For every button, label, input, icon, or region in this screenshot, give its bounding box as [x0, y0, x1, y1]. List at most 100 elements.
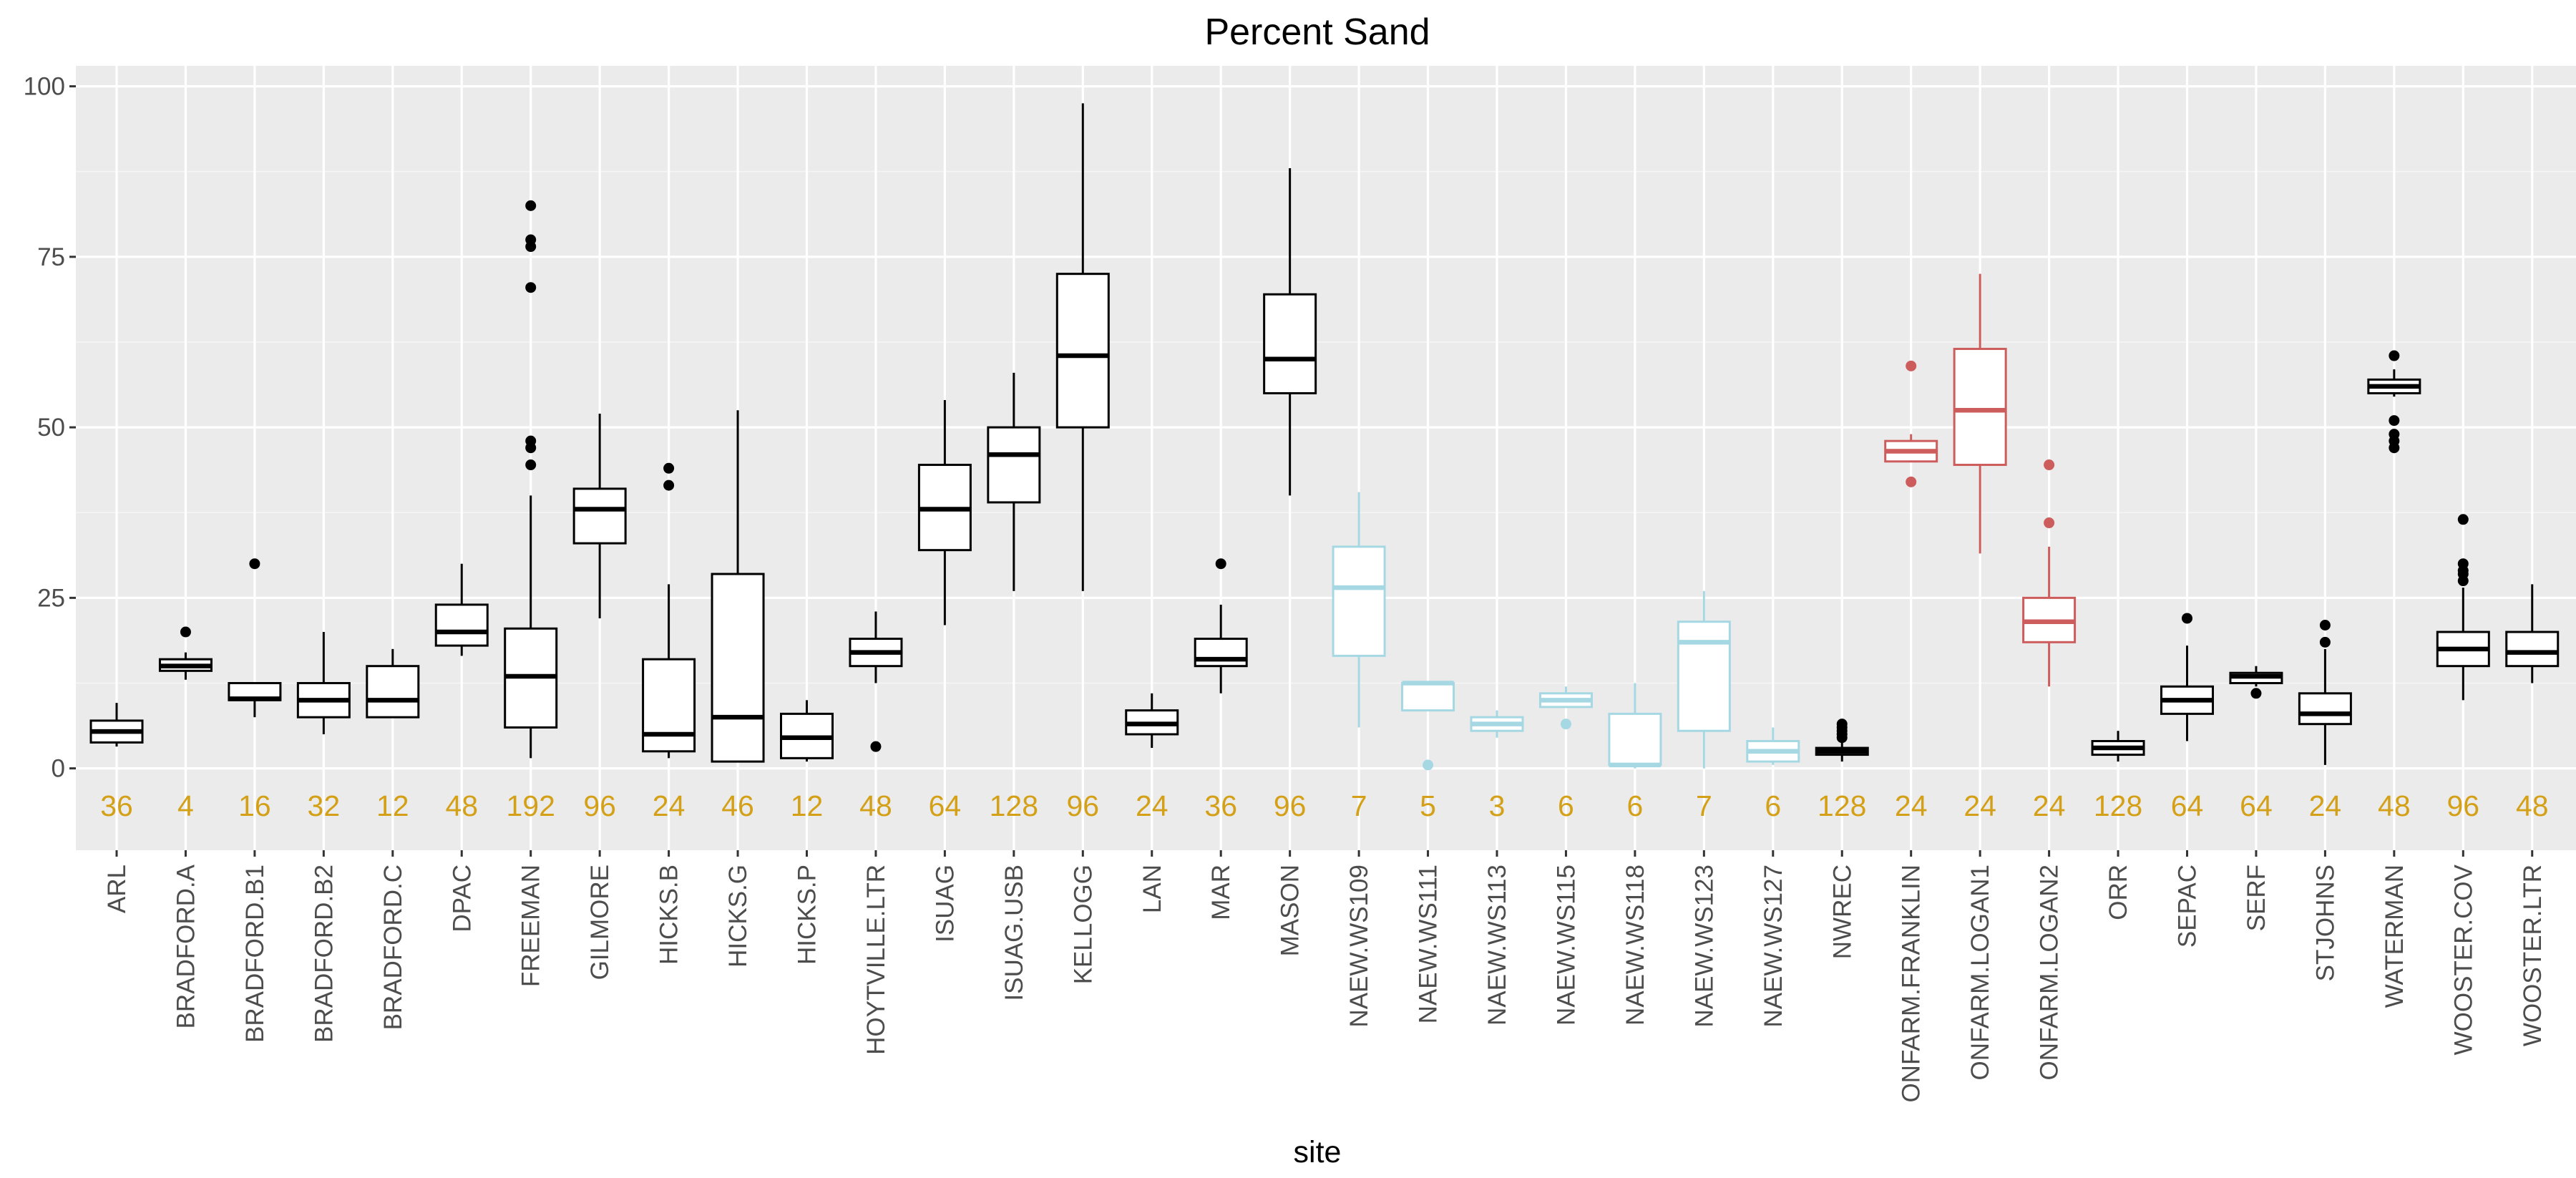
- box-isuag: [917, 399, 972, 625]
- box-iqr: [1263, 293, 1317, 394]
- x-tick-label: WOOSTER.COV: [2449, 864, 2477, 1055]
- count-label: 4: [177, 789, 194, 822]
- box-serf: [2229, 666, 2283, 699]
- x-tick-label: NAEW.WS123: [1690, 865, 1718, 1028]
- box-lan: [1125, 693, 1179, 749]
- outlier-point: [2389, 429, 2400, 440]
- x-tick-label: KELLOGG: [1069, 865, 1097, 984]
- x-tick-label: WATERMAN: [2381, 865, 2409, 1008]
- outlier-point: [2182, 613, 2192, 624]
- count-label: 16: [238, 789, 271, 822]
- x-tick-label: ONFARM.LOGAN1: [1966, 865, 1994, 1080]
- count-label: 12: [376, 789, 409, 822]
- y-tick-label: 25: [37, 584, 65, 612]
- box-series: [89, 103, 2560, 771]
- x-tick-label: NAEW.WS127: [1760, 865, 1787, 1028]
- count-label: 48: [445, 789, 478, 822]
- count-label: 128: [2094, 789, 2142, 822]
- outlier-point: [2389, 415, 2400, 427]
- count-label: 36: [1204, 789, 1237, 822]
- count-label: 24: [1963, 789, 1996, 822]
- outlier-point: [2457, 558, 2469, 570]
- count-label: 12: [791, 789, 824, 822]
- box-hoytville-ltr: [849, 611, 903, 752]
- y-tick-label: 75: [37, 243, 65, 271]
- y-tick-label: 0: [52, 755, 65, 783]
- box-iqr: [642, 658, 696, 753]
- x-tick-label: BRADFORD.C: [379, 865, 407, 1030]
- count-label: 24: [1895, 789, 1928, 822]
- x-tick-label: NAEW.WS109: [1345, 865, 1373, 1028]
- x-tick-label: FREEMAN: [517, 865, 545, 987]
- box-iqr: [366, 665, 420, 719]
- box-stjohns: [2298, 619, 2352, 765]
- y-tick-label: 50: [37, 414, 65, 442]
- box-isuag-usb: [987, 372, 1041, 591]
- outlier-point: [2389, 350, 2400, 361]
- x-tick-label: NAEW.WS115: [1552, 865, 1580, 1026]
- plot-panel: [76, 66, 2576, 850]
- x-tick-label: MAR: [1207, 865, 1235, 920]
- box-naew-ws113: [1470, 710, 1524, 738]
- count-label: 7: [1351, 789, 1367, 822]
- box-iqr: [987, 426, 1041, 504]
- box-iqr: [1953, 348, 2007, 467]
- outlier-point: [525, 234, 537, 245]
- box-naew-ws115: [1538, 686, 1593, 730]
- box-iqr: [1401, 682, 1455, 712]
- count-label: 48: [2378, 789, 2411, 822]
- box-dpac: [434, 563, 489, 656]
- outlier-point: [249, 558, 260, 570]
- count-label: 192: [506, 789, 555, 822]
- count-label: 128: [1818, 789, 1866, 822]
- count-label: 3: [1489, 789, 1506, 822]
- box-iqr: [1608, 712, 1662, 766]
- x-tick-label: ONFARM.LOGAN2: [2036, 865, 2064, 1080]
- x-tick-label: HICKS.B: [655, 865, 683, 965]
- box-iqr: [1677, 620, 1731, 732]
- x-tick-label: MASON: [1277, 865, 1304, 956]
- x-tick-label: DPAC: [448, 865, 476, 933]
- count-label: 46: [721, 789, 754, 822]
- x-tick-label: ONFARM.FRANKLIN: [1898, 865, 1926, 1103]
- outlier-point: [525, 200, 537, 211]
- outlier-point: [1906, 360, 1917, 371]
- count-label: 64: [2240, 789, 2273, 822]
- outlier-point: [663, 462, 675, 474]
- x-tick-label: HICKS.G: [724, 865, 752, 968]
- x-tick-label: ISUAG.USB: [1000, 865, 1028, 1001]
- count-label: 24: [1136, 789, 1169, 822]
- count-label: 6: [1765, 789, 1781, 822]
- box-onfarm-logan1: [1953, 273, 2007, 554]
- box-sepac: [2160, 613, 2214, 741]
- box-bradford-b1: [228, 558, 282, 718]
- outlier-point: [525, 459, 537, 471]
- x-tick-label: NWREC: [1828, 865, 1856, 959]
- x-tick-label: NAEW.WS111: [1415, 865, 1443, 1023]
- box-hicks-b: [642, 462, 696, 759]
- count-labels: 36 4 16 32 12 48 192 96 24 46 12 48 64 128 96 24 36 96 7 5 3…: [100, 789, 2548, 822]
- box-wooster-cov: [2436, 514, 2490, 701]
- box-hicks-p: [780, 700, 834, 762]
- box-nwrec: [1815, 719, 1869, 762]
- count-label: 96: [583, 789, 616, 822]
- x-tick-label: ARL: [103, 865, 131, 913]
- box-iqr: [711, 573, 765, 763]
- chart-title: Percent Sand: [1204, 11, 1430, 53]
- x-tick-label: HICKS.P: [794, 865, 821, 965]
- count-label: 6: [1558, 789, 1574, 822]
- x-tick-label: LAN: [1138, 865, 1166, 913]
- outlier-point: [663, 480, 675, 491]
- count-label: 48: [2516, 789, 2549, 822]
- box-kellogg: [1055, 103, 1110, 591]
- box-wooster-ltr: [2505, 584, 2560, 683]
- count-label: 24: [2309, 789, 2342, 822]
- outlier-point: [525, 282, 537, 293]
- y-tick-label: 100: [24, 73, 65, 101]
- x-tick-label: WOOSTER.LTR: [2519, 865, 2547, 1046]
- count-label: 128: [990, 789, 1038, 822]
- count-label: 24: [2033, 789, 2066, 822]
- x-tick-label: BRADFORD.B1: [241, 865, 269, 1043]
- box-iqr: [434, 603, 489, 647]
- box-naew-ws109: [1332, 492, 1386, 728]
